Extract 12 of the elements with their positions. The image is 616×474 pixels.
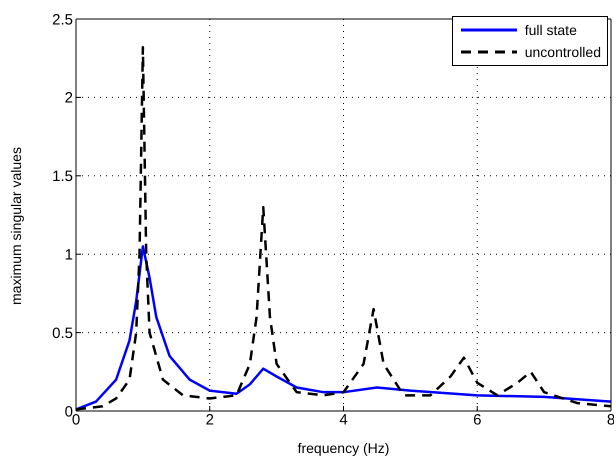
y-tick-label: 0.5 [52, 324, 73, 342]
x-tick-label: 4 [339, 412, 348, 429]
y-tick-label: 2 [64, 90, 73, 107]
y-tick-label: 1.5 [52, 168, 73, 186]
y-tick-label: 2.5 [52, 11, 73, 28]
legend-label: full state [524, 22, 577, 38]
x-tick-label: 6 [473, 412, 482, 429]
y-tick-label: 1 [64, 246, 73, 264]
x-axis-title: frequency (Hz) [298, 440, 390, 456]
legend-label: uncontrolled [524, 44, 601, 60]
y-axis-title: maximum singular values [8, 147, 24, 305]
x-tick-label: 2 [206, 412, 214, 429]
